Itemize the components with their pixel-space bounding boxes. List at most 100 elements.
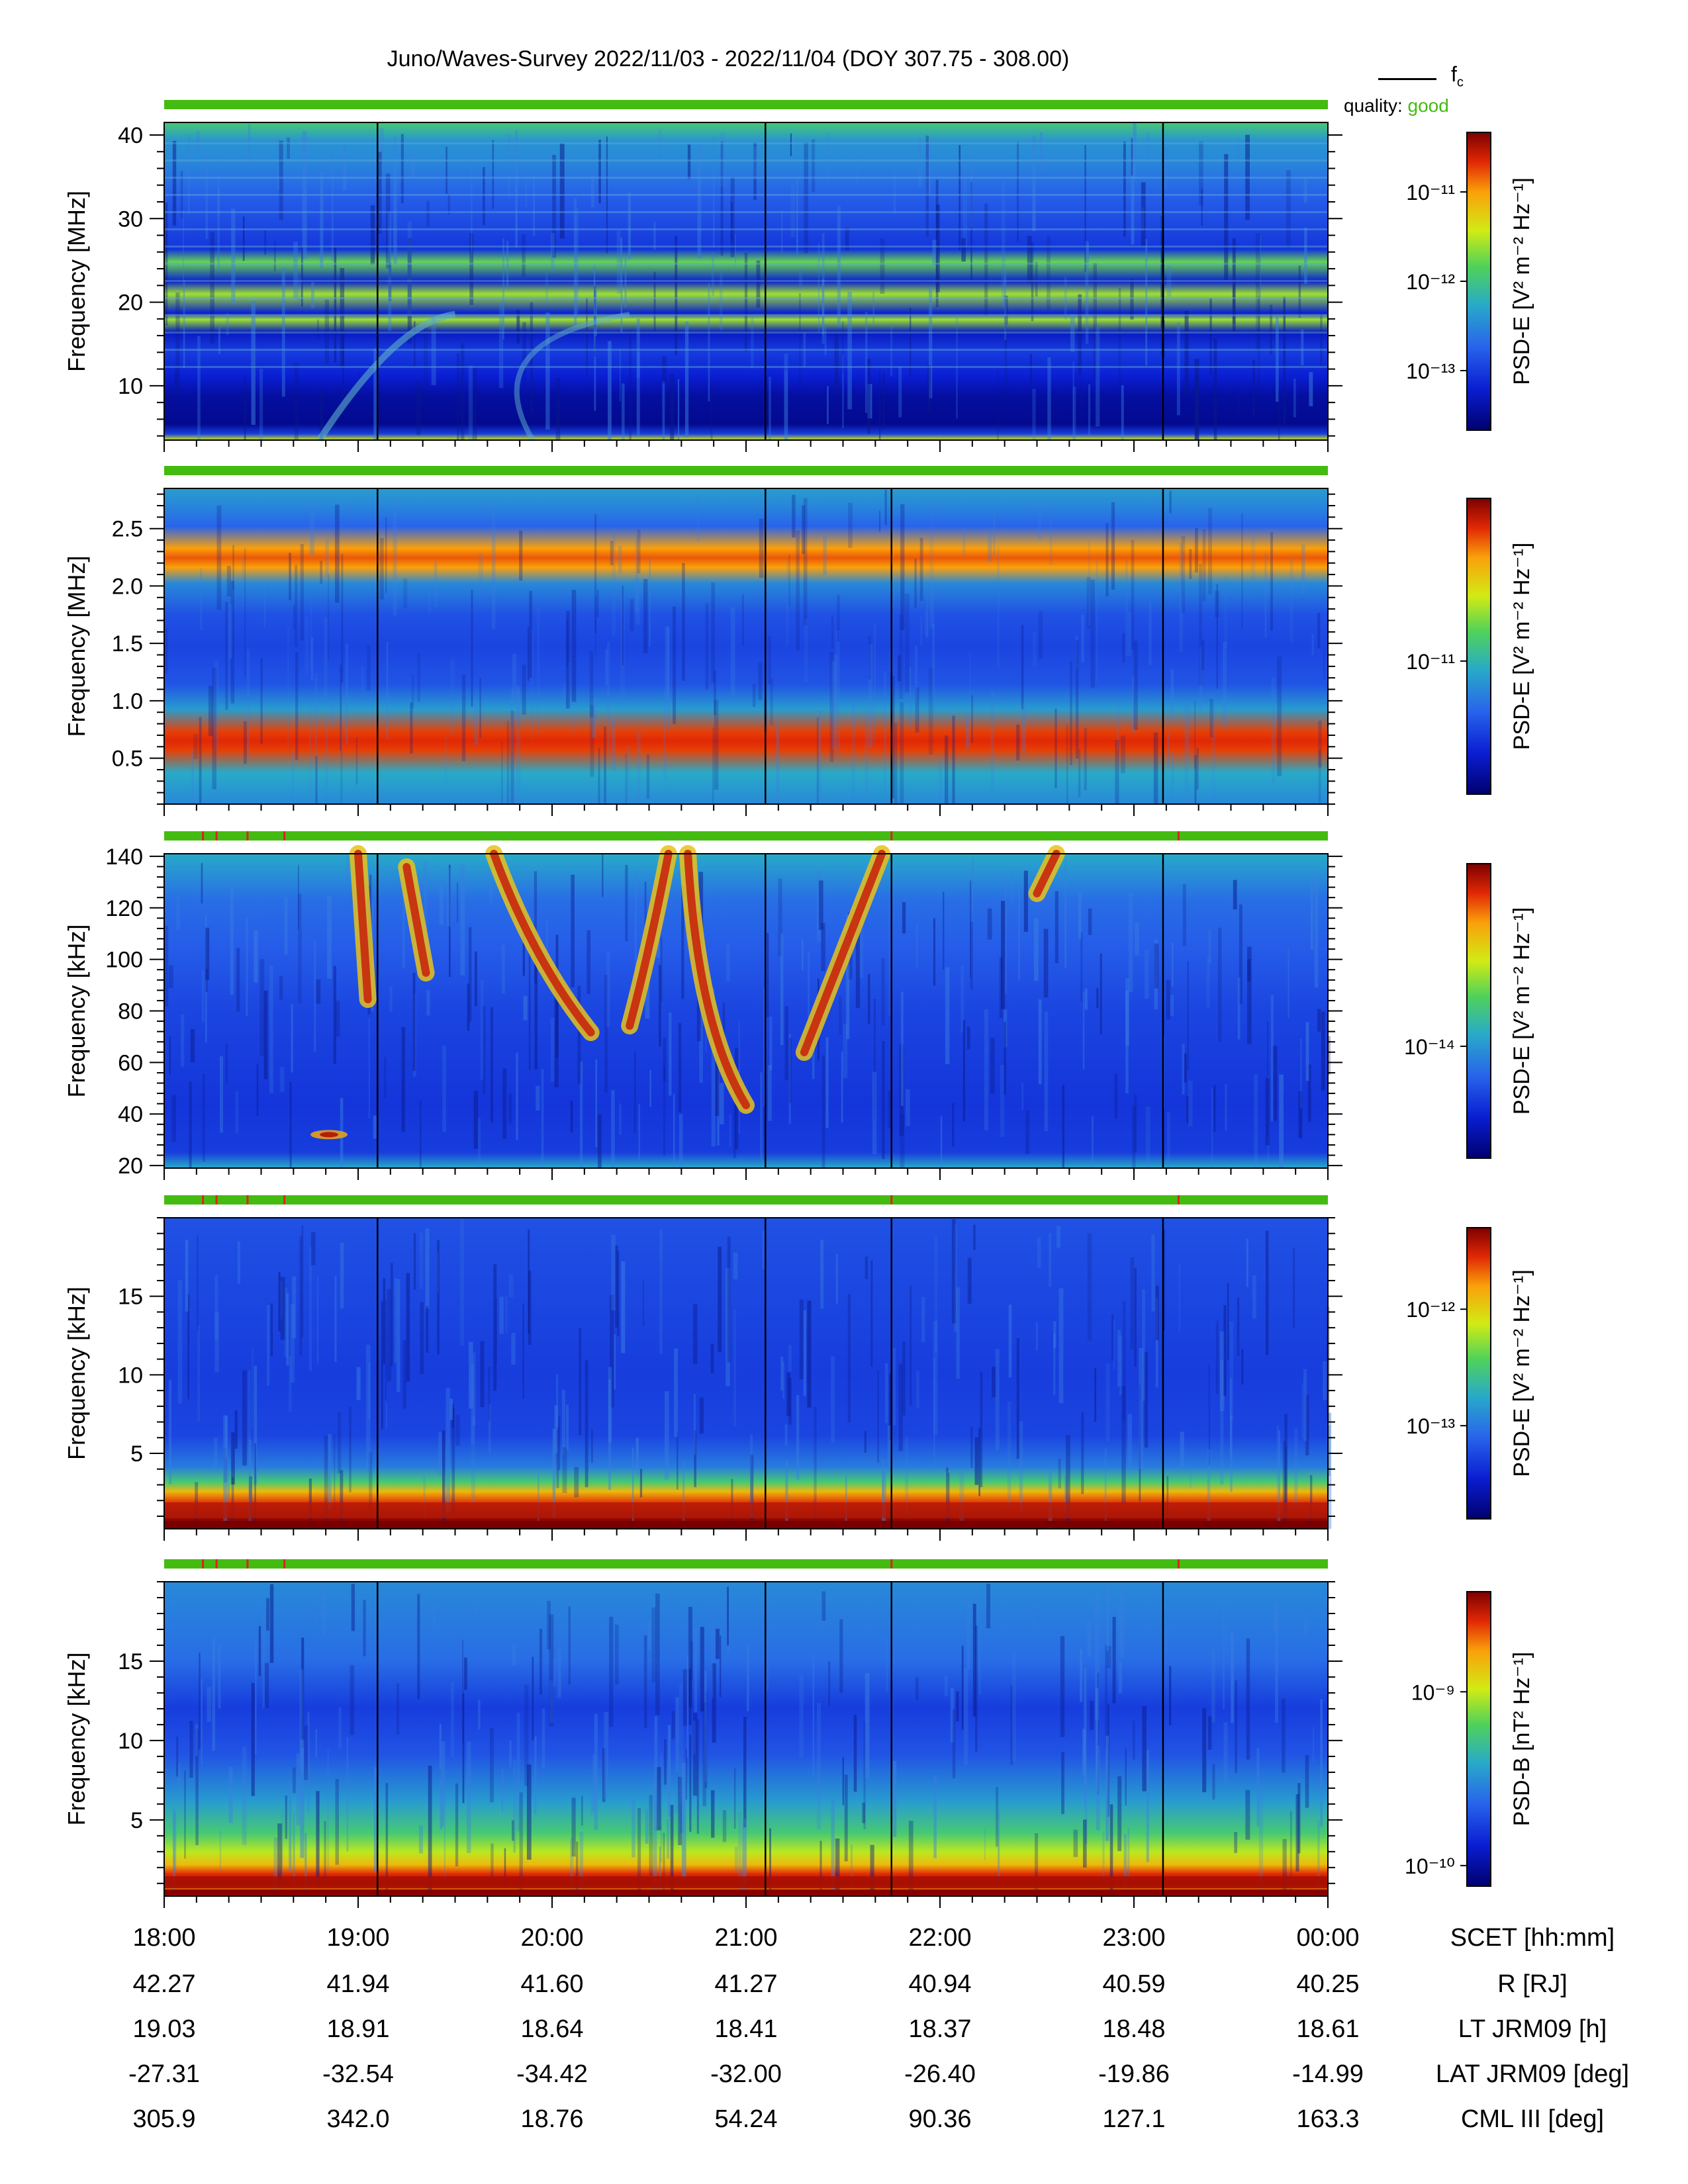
noise-stripe <box>235 1091 238 1134</box>
noise-stripe <box>965 716 970 750</box>
x-axis-value: 42.27 <box>132 1970 195 1998</box>
noise-stripe <box>682 1459 685 1529</box>
noise-stripe <box>178 1762 181 1792</box>
noise-stripe <box>189 1081 192 1168</box>
noise-stripe <box>1021 625 1024 709</box>
noise-stripe <box>645 964 650 1019</box>
noise-stripe <box>699 954 703 1083</box>
noise-stripe <box>1090 579 1095 688</box>
noise-stripe <box>915 645 917 721</box>
colorbar <box>1466 1227 1491 1520</box>
noise-stripe <box>920 616 923 646</box>
noise-stripe <box>841 1051 843 1123</box>
noise-stripe <box>714 700 719 790</box>
noise-stripe <box>1125 978 1129 1046</box>
noise-stripe <box>812 139 816 193</box>
noise-stripe <box>311 282 314 309</box>
noise-stripe <box>1121 1385 1126 1504</box>
noise-stripe <box>460 343 465 440</box>
y-tick-label: 40 <box>118 1102 143 1127</box>
noise-stripe <box>532 1657 534 1741</box>
noise-stripe <box>859 911 864 978</box>
noise-stripe <box>973 1224 976 1250</box>
noise-stripe <box>1112 1617 1116 1704</box>
noise-stripe <box>803 333 806 367</box>
noise-stripe <box>1230 1415 1233 1492</box>
noise-stripe <box>420 1302 424 1375</box>
noise-stripe <box>585 1360 588 1488</box>
noise-stripe <box>899 1044 904 1136</box>
noise-stripe <box>814 1406 817 1524</box>
noise-stripe <box>280 1277 285 1340</box>
noise-stripe <box>1250 536 1256 583</box>
noise-stripe <box>668 1725 671 1817</box>
panel-3: 20 40 60 80 100 120 140 Frequency [kHz] 10⁻¹⁴ PSD… <box>63 831 1534 1180</box>
noise-stripe <box>383 1278 386 1365</box>
noise-stripe <box>447 868 451 927</box>
noise-stripe <box>570 1101 573 1133</box>
noise-stripe <box>230 886 234 995</box>
noise-stripe <box>929 287 933 398</box>
noise-stripe <box>952 1709 956 1779</box>
noise-stripe <box>541 1708 545 1769</box>
noise-stripe <box>1288 948 1289 1018</box>
noise-stripe <box>590 705 594 777</box>
noise-stripe <box>786 1372 790 1416</box>
noise-stripe <box>300 1739 305 1858</box>
noise-stripe <box>670 1805 674 1891</box>
noise-stripe <box>1139 1385 1141 1502</box>
noise-stripe <box>1125 1748 1127 1806</box>
emission-band <box>164 263 1328 265</box>
noise-stripe <box>1018 883 1020 980</box>
noise-stripe <box>1141 207 1145 232</box>
noise-stripe <box>524 1684 529 1786</box>
noise-stripe <box>997 369 999 440</box>
noise-stripe <box>966 1592 970 1670</box>
arc-emission <box>514 312 630 442</box>
noise-stripe <box>595 1059 597 1148</box>
x-axis-value: 00:00 <box>1296 1924 1359 1952</box>
noise-stripe <box>411 674 414 709</box>
colorbar-tick-label: 10⁻¹³ <box>1406 1414 1455 1438</box>
noise-stripe <box>902 1342 906 1416</box>
noise-stripe <box>831 615 833 649</box>
noise-stripe <box>464 1657 467 1690</box>
noise-stripe <box>720 273 723 331</box>
noise-stripe <box>479 678 481 739</box>
noise-stripe <box>837 594 840 642</box>
colorbar-label: PSD-E [V² m⁻² Hz⁻¹] <box>1509 1269 1534 1477</box>
noise-stripe <box>1286 170 1291 248</box>
noise-stripe <box>428 1765 432 1894</box>
emission-band <box>164 332 1328 334</box>
noise-stripe <box>322 1585 326 1635</box>
noise-stripe <box>449 864 451 978</box>
noise-stripe <box>1078 893 1082 940</box>
noise-stripe <box>1317 1820 1320 1896</box>
noise-stripe <box>539 1629 543 1695</box>
noise-stripe <box>660 937 663 1002</box>
x-axis-value: 305.9 <box>132 2105 195 2133</box>
noise-stripe <box>168 965 173 988</box>
noise-stripe <box>962 528 966 557</box>
noise-stripe <box>1298 265 1301 318</box>
noise-stripe <box>1182 1044 1185 1095</box>
noise-stripe <box>1258 296 1260 398</box>
x-axis-value: -34.42 <box>516 2060 588 2088</box>
noise-stripe <box>451 1404 454 1429</box>
noise-stripe <box>1082 1729 1086 1776</box>
noise-stripe <box>579 1328 581 1435</box>
noise-stripe <box>244 375 246 440</box>
noise-stripe <box>1113 1319 1115 1370</box>
noise-stripe <box>417 653 420 702</box>
noise-stripe <box>403 578 408 609</box>
noise-stripe <box>1278 1430 1280 1529</box>
noise-stripe <box>400 134 404 204</box>
noise-stripe <box>995 1349 1000 1450</box>
noise-stripe <box>1081 1412 1084 1494</box>
noise-stripe <box>1032 135 1036 232</box>
noise-stripe <box>886 1637 888 1692</box>
noise-stripe <box>1123 1833 1127 1889</box>
noise-stripe <box>944 1675 948 1696</box>
noise-stripe <box>1034 918 1039 981</box>
x-axis-row-label: LAT JRM09 [deg] <box>1436 2060 1629 2088</box>
